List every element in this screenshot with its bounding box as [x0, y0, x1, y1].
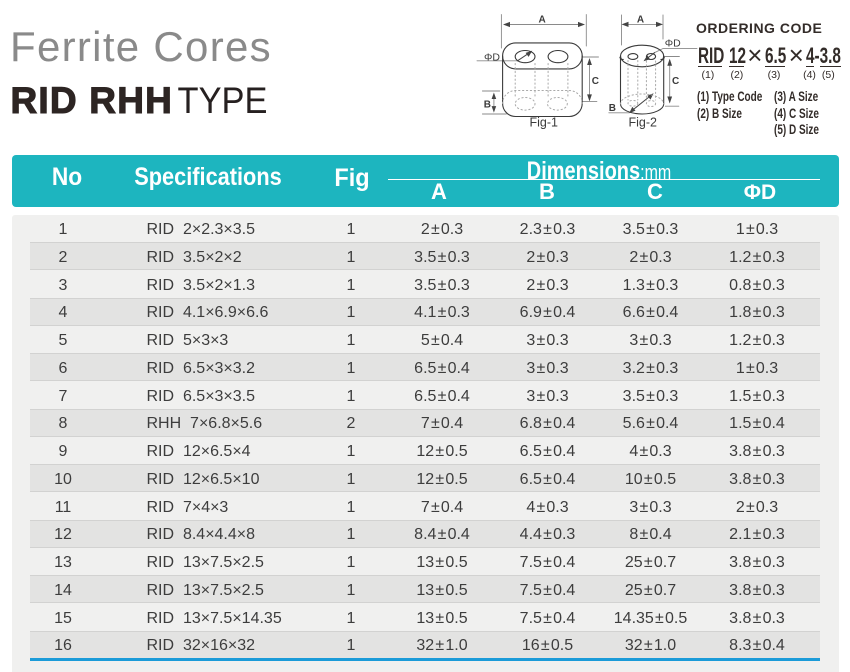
svg-text:C: C — [672, 76, 679, 87]
svg-text:ΦD: ΦD — [665, 38, 681, 50]
svg-text:B: B — [609, 103, 616, 114]
svg-text:Fig-1: Fig-1 — [530, 116, 559, 130]
svg-text:B: B — [484, 100, 491, 111]
svg-text:A: A — [637, 15, 644, 26]
svg-text:ΦD: ΦD — [484, 51, 500, 63]
svg-text:C: C — [592, 76, 599, 87]
svg-text:Fig-2: Fig-2 — [629, 116, 658, 130]
svg-text:A: A — [539, 15, 546, 26]
